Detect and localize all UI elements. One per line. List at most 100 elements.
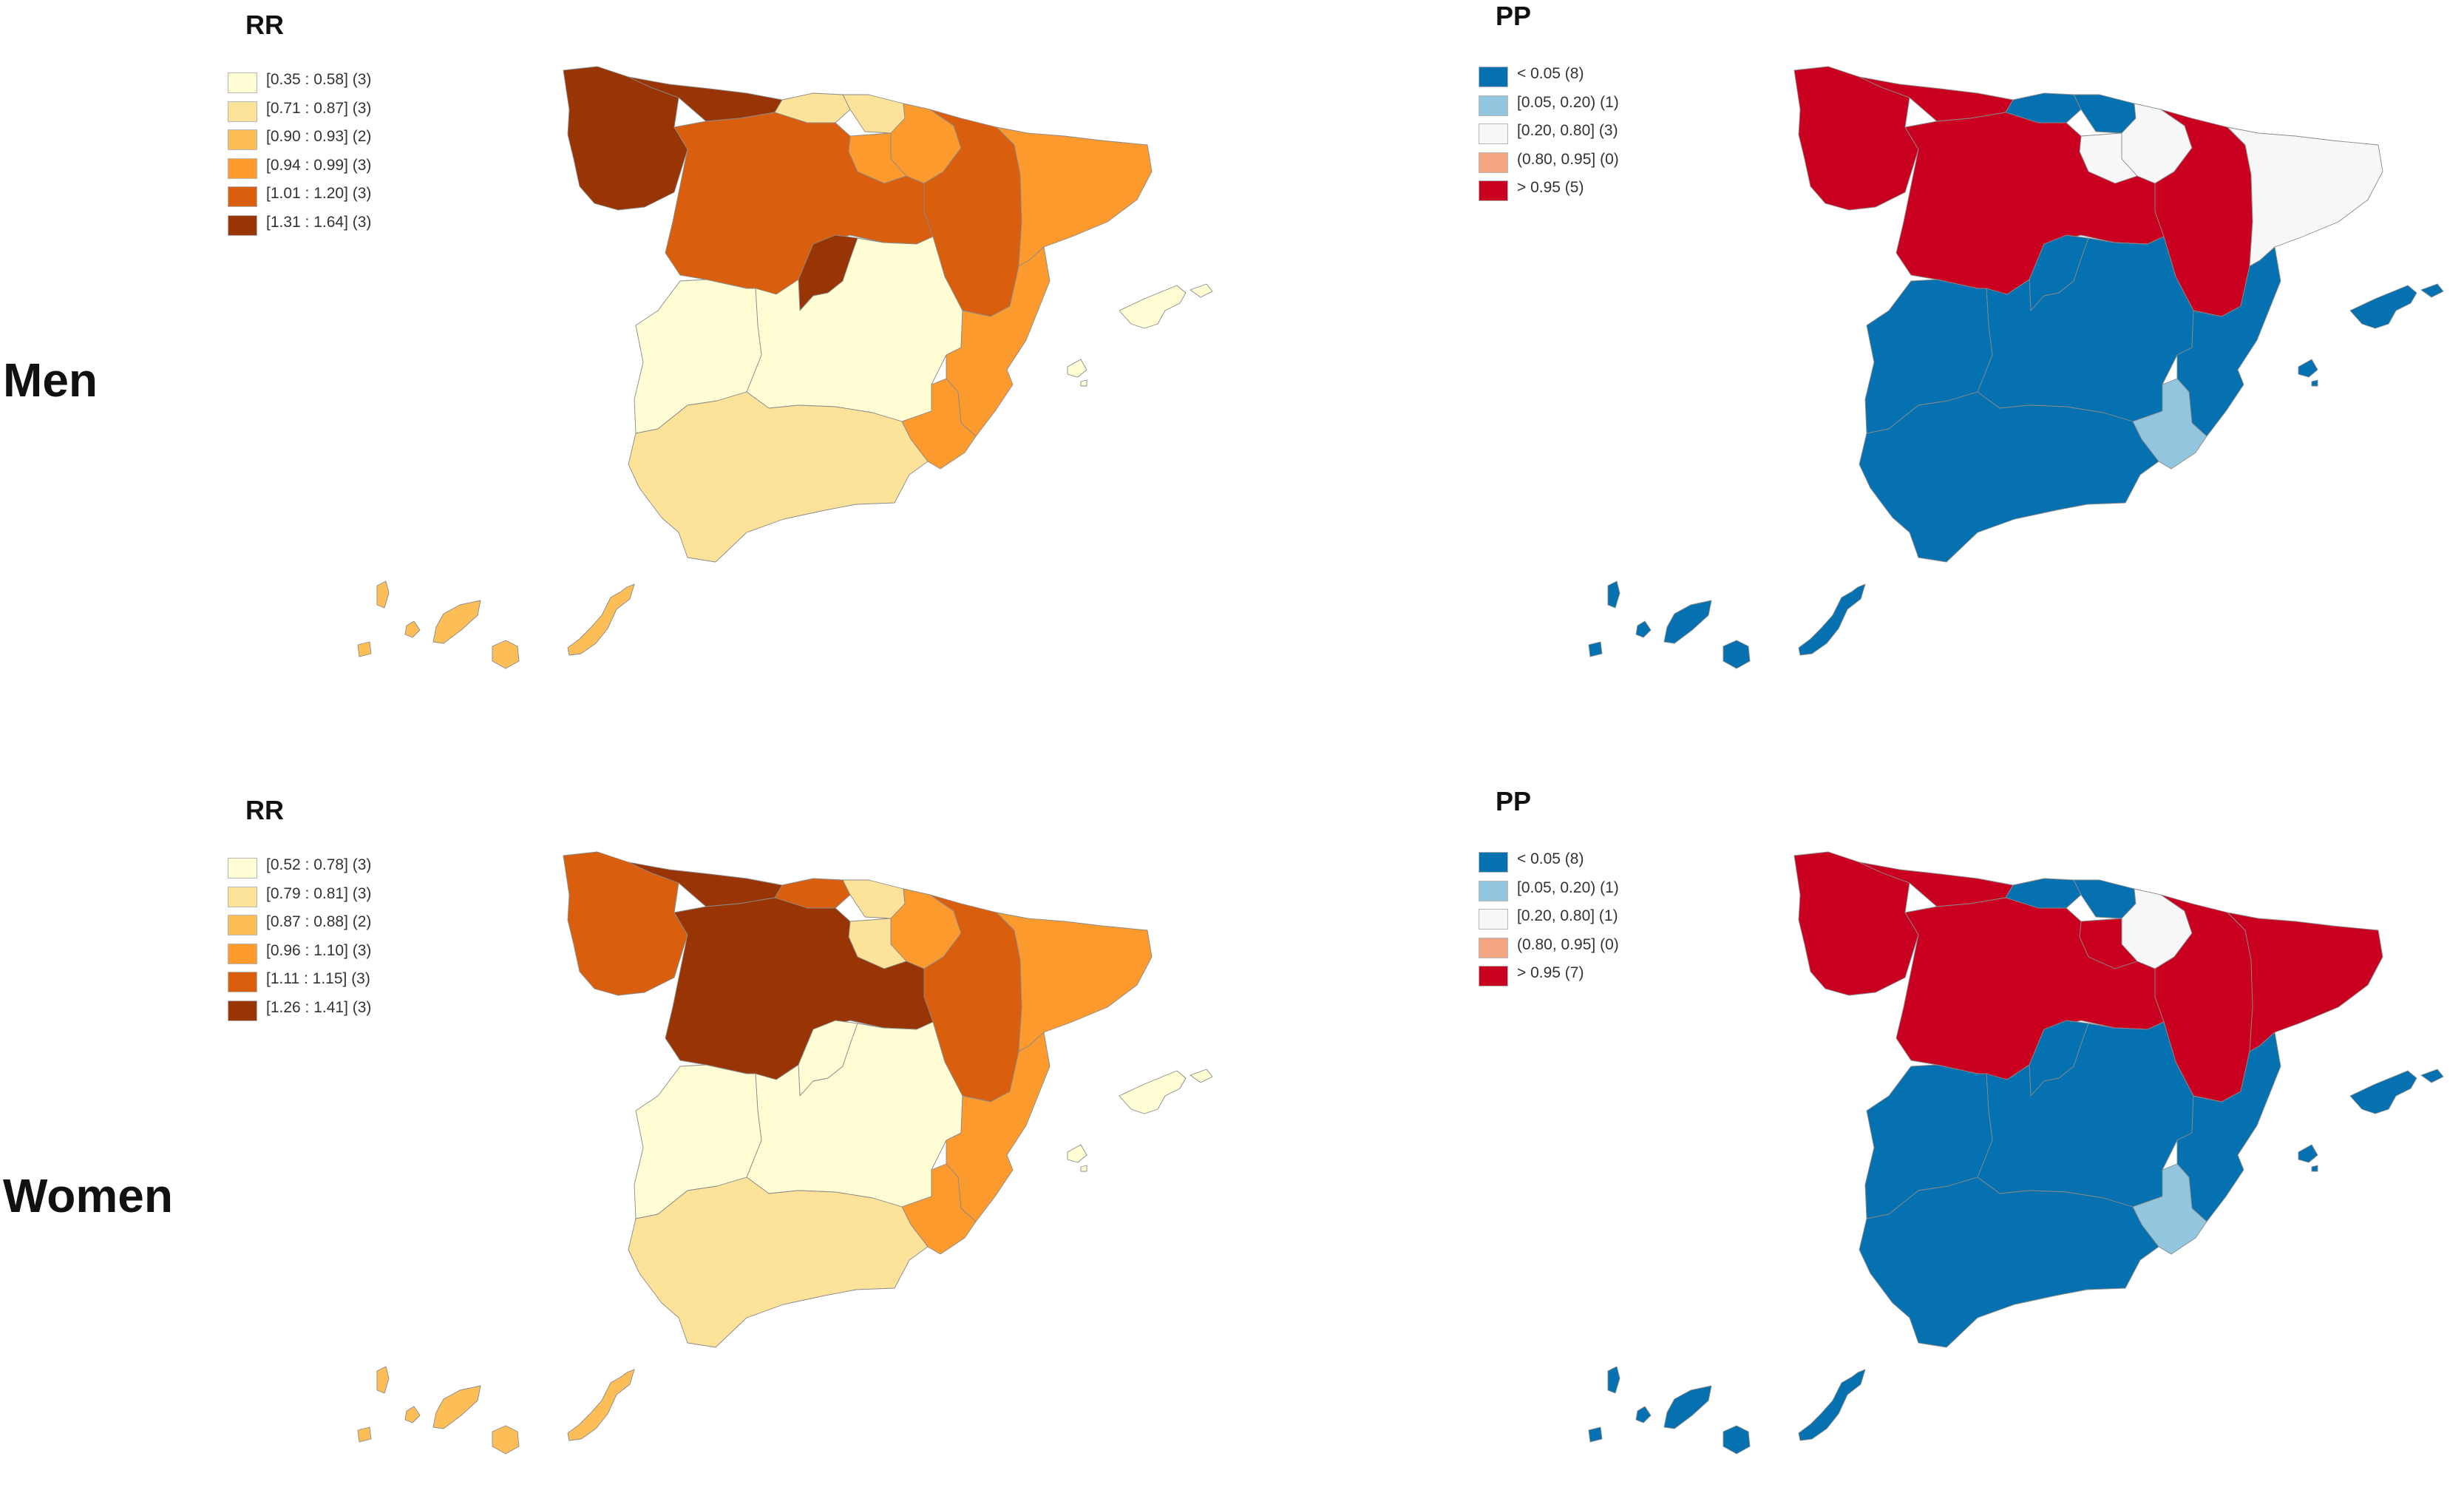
region-balearics-part-1 — [1119, 285, 1187, 329]
region-canaries-part-4 — [1663, 600, 1712, 644]
region-canaries-part-5 — [492, 1425, 520, 1455]
region-canaries-part-6 — [1798, 1369, 1866, 1441]
region-balearics-part-1 — [1119, 1070, 1187, 1114]
region-canaries-part-3 — [1635, 620, 1652, 638]
legend-title-women-rr: RR — [245, 795, 284, 825]
legend-swatch — [228, 886, 257, 907]
region-andalusia — [1859, 1176, 2159, 1348]
legend-swatch — [228, 858, 257, 878]
region-balearics-part-4 — [2311, 379, 2318, 387]
legend-label: [1.11 : 1.15] (3) — [266, 970, 370, 987]
legend-swatch — [228, 1000, 257, 1021]
legend-swatch — [1479, 95, 1508, 116]
legend-swatch — [228, 101, 257, 122]
region-catalonia — [996, 126, 1153, 267]
legend-label: [0.79 : 0.81] (3) — [266, 884, 372, 902]
region-murcia — [901, 1163, 977, 1255]
region-extremadura — [634, 279, 762, 434]
region-balearics-part-2 — [2420, 1069, 2444, 1083]
region-catalonia — [996, 912, 1153, 1052]
legend-label: (0.80, 0.95] (0) — [1517, 150, 1619, 168]
region-canaries-part-2 — [1588, 1426, 1603, 1443]
region-canaries-part-5 — [1723, 1425, 1751, 1455]
region-canaries-part-5 — [1723, 640, 1751, 669]
region-canaries-part-5 — [492, 640, 520, 669]
region-basque — [842, 94, 906, 134]
region-murcia — [901, 378, 977, 470]
region-catalonia — [2227, 126, 2383, 267]
region-balearics-part-3 — [2298, 1144, 2318, 1163]
legend-label: [0.05, 0.20) (1) — [1517, 878, 1619, 896]
region-balearics-part-1 — [2349, 285, 2417, 329]
legend-label: [0.20, 0.80] (3) — [1517, 122, 1618, 139]
legend-label: [0.05, 0.20) (1) — [1517, 93, 1619, 111]
region-catalonia — [2227, 912, 2383, 1052]
legend-swatch — [1479, 966, 1508, 986]
region-canaries-part-3 — [404, 620, 421, 638]
region-basque — [2073, 94, 2137, 134]
legend-swatch — [1479, 123, 1508, 144]
region-canaries-part-3 — [404, 1406, 421, 1423]
region-canaries-part-6 — [1798, 583, 1866, 656]
legend-label: > 0.95 (7) — [1517, 964, 1584, 981]
legend-title-men-pp: PP — [1496, 1, 1532, 31]
legend-swatch — [228, 186, 257, 207]
legend-swatch — [1479, 152, 1508, 173]
legend-label: < 0.05 (8) — [1517, 65, 1584, 82]
panel-men-pp: PP < 0.05 (8) [0.05, 0.20) (1) [0.20, 0.… — [1231, 0, 2458, 725]
legend-label: [0.20, 0.80] (1) — [1517, 907, 1618, 924]
region-andalusia — [628, 1176, 929, 1348]
map-men-rr — [357, 66, 1213, 669]
region-balearics-part-2 — [1189, 283, 1213, 298]
region-canaries-part-4 — [432, 600, 481, 644]
legend-label: [0.96 : 1.10] (3) — [266, 941, 372, 959]
panel-women-rr: RR [0.52 : 0.78] (3) [0.79 : 0.81] (3) [… — [0, 785, 1227, 1510]
panel-men-rr: RR [0.35 : 0.58] (3) [0.71 : 0.87] (3) [… — [0, 0, 1227, 725]
region-canaries-part-1 — [1607, 580, 1620, 609]
legend-label: (0.80, 0.95] (0) — [1517, 935, 1619, 953]
region-balearics-part-1 — [2349, 1070, 2417, 1114]
legend-swatch — [1479, 852, 1508, 873]
region-balearics-part-2 — [2420, 283, 2444, 298]
map-women-pp — [1588, 851, 2444, 1455]
legend-swatch — [228, 72, 257, 93]
legend-title-men-rr: RR — [245, 10, 284, 40]
legend-swatch — [1479, 67, 1508, 87]
legend-swatch — [1479, 880, 1508, 901]
legend-swatch — [1479, 909, 1508, 930]
legend-label: < 0.05 (8) — [1517, 850, 1584, 867]
legend-label: [1.01 : 1.20] (3) — [266, 185, 372, 202]
legend-label: [0.35 : 0.58] (3) — [266, 71, 372, 88]
legend-swatch — [228, 158, 257, 179]
region-balearics-part-2 — [1189, 1069, 1213, 1083]
region-canaries-part-1 — [376, 1366, 390, 1394]
legend-label: [1.26 : 1.41] (3) — [266, 998, 372, 1016]
region-canaries-part-1 — [376, 580, 390, 609]
legend-swatch — [228, 915, 257, 935]
choropleth-figure: Men Women RR [0.35 : 0.58] (3) [0.71 : 0… — [0, 0, 2458, 1455]
region-canaries-part-4 — [432, 1385, 481, 1429]
region-extremadura — [1864, 1064, 1993, 1219]
region-basque — [2073, 879, 2137, 919]
region-basque — [842, 879, 906, 919]
region-extremadura — [1864, 279, 1993, 434]
region-andalusia — [628, 391, 929, 563]
legend-title-women-pp: PP — [1496, 786, 1532, 816]
region-balearics-part-3 — [1067, 359, 1087, 378]
region-canaries-part-6 — [567, 1369, 635, 1441]
region-balearics-part-3 — [2298, 359, 2318, 378]
region-canaries-part-4 — [1663, 1385, 1712, 1429]
map-men-pp — [1588, 66, 2444, 669]
region-balearics-part-4 — [1080, 379, 1087, 387]
legend-swatch — [228, 129, 257, 150]
region-canaries-part-2 — [357, 641, 372, 657]
region-balearics-part-3 — [1067, 1144, 1087, 1163]
legend-swatch — [1479, 180, 1508, 201]
region-balearics-part-4 — [2311, 1165, 2318, 1172]
legend-swatch — [228, 214, 257, 236]
region-andalusia — [1859, 391, 2159, 563]
row-label-men: Men — [3, 353, 98, 407]
row-label-women: Women — [3, 1169, 173, 1222]
panel-women-pp: PP < 0.05 (8) [0.05, 0.20) (1) [0.20, 0.… — [1231, 785, 2458, 1510]
region-canaries-part-3 — [1635, 1406, 1652, 1423]
